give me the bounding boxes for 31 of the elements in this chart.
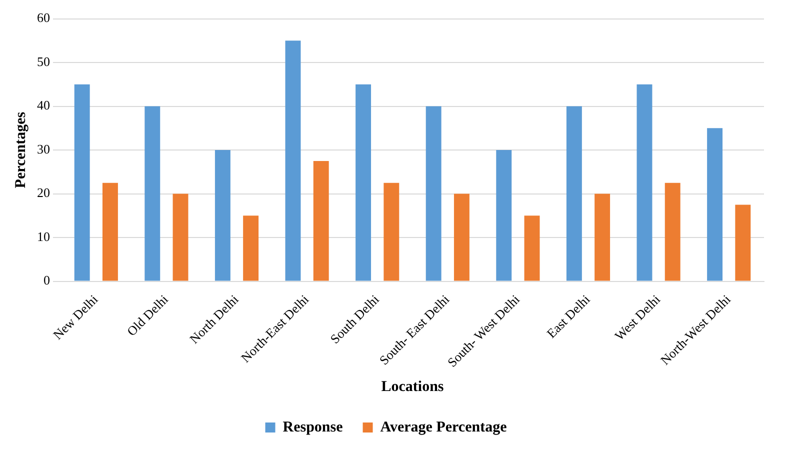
bar	[454, 194, 470, 281]
y-tick-label: 20	[37, 185, 50, 200]
bar	[636, 84, 652, 281]
bar	[74, 84, 90, 281]
y-tick-label: 0	[44, 272, 50, 288]
bar	[524, 216, 540, 281]
bar	[384, 182, 400, 281]
bar	[426, 106, 442, 281]
bar	[172, 194, 188, 281]
y-tick-label: 30	[37, 141, 50, 156]
y-tick-label: 60	[37, 10, 50, 26]
x-axis-title: Locations	[381, 378, 444, 395]
bar	[144, 106, 160, 281]
bar	[707, 128, 723, 281]
y-axis-title: Percentages	[12, 112, 29, 188]
bar	[594, 194, 610, 281]
bar	[243, 216, 259, 281]
bar	[313, 160, 329, 281]
legend-label: Average Percentage	[380, 419, 508, 436]
bar	[214, 150, 230, 281]
bar	[356, 84, 372, 281]
bar	[664, 182, 680, 281]
y-tick-label: 50	[37, 54, 50, 69]
y-tick-label: 40	[37, 98, 50, 113]
bar	[285, 40, 301, 281]
bar	[496, 150, 512, 281]
bar	[735, 204, 751, 281]
bar	[102, 182, 118, 281]
y-tick-label: 10	[37, 228, 50, 244]
legend-label: Response	[282, 419, 344, 436]
bar	[566, 106, 582, 281]
